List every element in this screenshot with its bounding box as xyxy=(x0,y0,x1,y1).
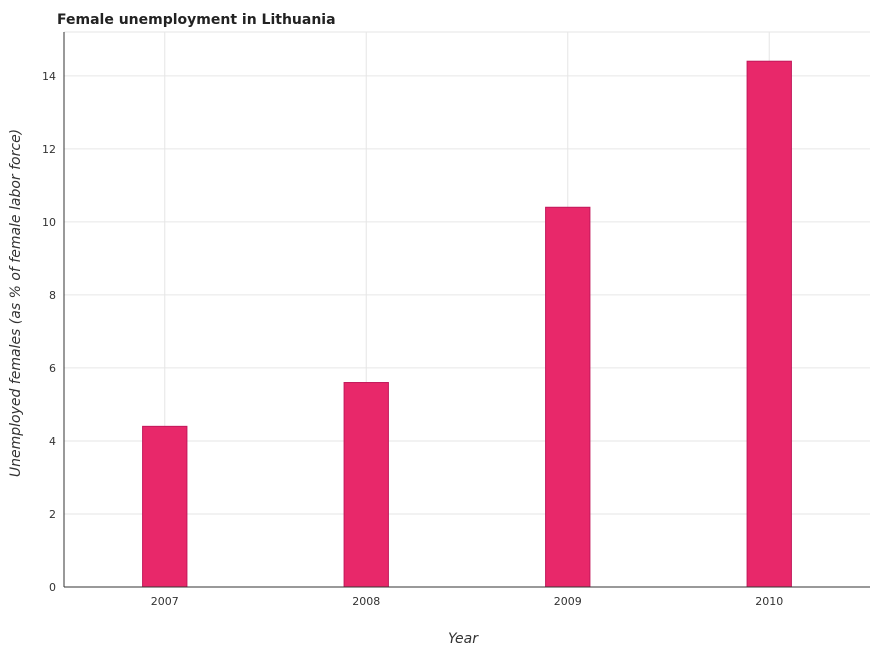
y-tick-label: 10 xyxy=(42,216,56,229)
y-axis-label: Unemployed females (as % of female labor… xyxy=(8,129,24,477)
x-tick-label: 2009 xyxy=(554,595,582,608)
x-axis-label: Year xyxy=(448,631,479,647)
chart-title: Female unemployment in Lithuania xyxy=(57,12,336,28)
y-tick-label: 0 xyxy=(49,581,56,594)
bar-2007 xyxy=(142,425,188,588)
y-tick-label: 6 xyxy=(49,362,56,375)
bar-layer xyxy=(142,60,792,588)
axis-layer xyxy=(63,32,870,588)
bar-2009 xyxy=(545,206,591,588)
x-tick-label: 2007 xyxy=(151,595,179,608)
bar-2010 xyxy=(746,60,792,588)
y-tick-label: 12 xyxy=(42,143,56,156)
x-tick-label: 2010 xyxy=(755,595,783,608)
y-tick-label: 8 xyxy=(49,289,56,302)
bar-2008 xyxy=(343,382,389,588)
y-tick-label: 14 xyxy=(42,70,56,83)
y-tick-label: 4 xyxy=(49,435,56,448)
y-tick-label: 2 xyxy=(49,508,56,521)
x-tick-label: 2008 xyxy=(352,595,380,608)
tick-layer: 0 2 4 6 8 10 12 14 2007 2008 2009 2010 xyxy=(42,70,783,608)
